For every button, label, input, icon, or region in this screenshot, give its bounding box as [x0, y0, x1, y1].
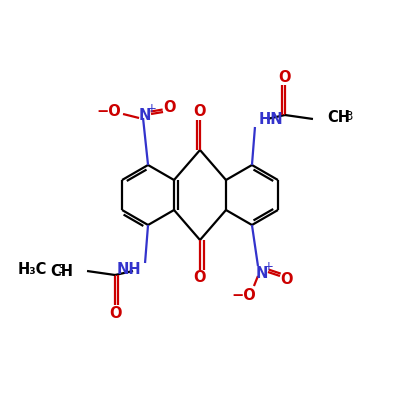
Text: −O: −O	[232, 288, 256, 304]
Text: O: O	[109, 306, 121, 320]
Text: 3: 3	[345, 110, 352, 123]
Text: O: O	[281, 272, 293, 288]
Text: HN: HN	[259, 112, 284, 128]
Text: N: N	[256, 266, 268, 282]
Text: O: O	[279, 70, 291, 84]
Text: O: O	[194, 104, 206, 120]
Text: +: +	[264, 260, 274, 274]
Text: NH: NH	[116, 262, 141, 278]
Text: 3: 3	[57, 263, 64, 276]
Text: O: O	[163, 100, 175, 116]
Text: N: N	[139, 108, 151, 124]
Text: −O: −O	[97, 104, 122, 120]
Text: CH: CH	[50, 264, 73, 280]
Text: H₃C: H₃C	[18, 262, 47, 276]
Text: O: O	[194, 270, 206, 286]
Text: +: +	[147, 102, 157, 116]
Text: CH: CH	[327, 110, 350, 126]
